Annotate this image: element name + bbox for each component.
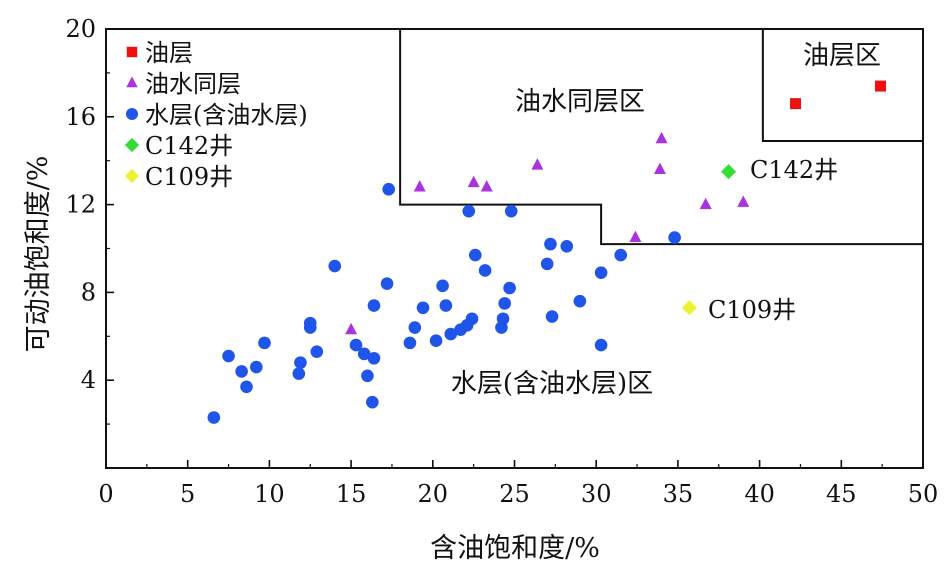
water-layer-point	[382, 182, 395, 196]
oil-water-layer-point	[699, 197, 712, 210]
water-layer-point	[367, 351, 381, 365]
water-layer-point	[416, 301, 430, 315]
y-tick-label: 20	[65, 15, 96, 43]
oil-water-layer-point	[629, 230, 642, 243]
water-layer-point	[250, 360, 263, 374]
water-layer-point	[429, 334, 443, 347]
x-tick-label: 5	[180, 480, 195, 508]
legend-marker	[126, 108, 138, 120]
x-tick-label: 40	[744, 480, 775, 508]
legend-label: C109井	[145, 163, 233, 191]
water-layer-point	[357, 347, 371, 361]
water-layer-point	[310, 345, 324, 358]
legend-marker	[126, 46, 138, 58]
water-layer-point	[573, 294, 587, 308]
oil-water-zone-outline	[399, 29, 923, 246]
oil-layer-point	[875, 80, 887, 92]
well-point	[721, 164, 737, 180]
water-layer-point	[668, 231, 681, 244]
x-axis-title: 含油饱和度/%	[430, 533, 600, 564]
legend-marker	[124, 168, 140, 184]
annotation-c142: C142井	[750, 156, 838, 184]
y-tick-label: 12	[65, 191, 96, 219]
oil-water-layer-point	[653, 162, 666, 174]
water-layer-point	[349, 338, 363, 352]
water-layer-point	[380, 277, 394, 290]
oil-zone-outline	[761, 29, 923, 142]
region-boundaries	[399, 29, 923, 246]
legend-label: 水层(含油水层)	[145, 101, 308, 129]
x-tick-label: 20	[418, 480, 449, 508]
water-layer-point	[235, 365, 248, 378]
water-layer-point	[403, 336, 417, 350]
legend-label: C142井	[145, 132, 233, 160]
legend-marker	[126, 76, 138, 88]
oil-water-layer-point	[480, 180, 493, 192]
water-layer-point	[465, 312, 479, 326]
legend-label: 油层	[145, 39, 193, 67]
x-tick-label: 30	[581, 480, 612, 508]
x-tick-label: 45	[826, 480, 857, 508]
data-points	[207, 80, 887, 424]
water-layer-point	[614, 248, 628, 262]
water-layer-point	[462, 204, 476, 218]
water-layer-point	[408, 321, 422, 334]
water-layer-point	[303, 321, 317, 334]
oil-water-layer-point	[413, 180, 426, 192]
water-layer-point	[540, 257, 554, 271]
water-layer-point	[328, 259, 342, 273]
y-tick-label: 8	[81, 278, 96, 306]
water-layer-point	[545, 310, 559, 323]
y-axis-ticks: 4 8 12 16 20	[65, 15, 114, 425]
legend-label: 油水同层	[145, 70, 241, 98]
water-layer-point	[294, 356, 307, 369]
water-layer-point	[478, 264, 492, 277]
x-tick-label: 35	[663, 480, 694, 508]
x-axis-ticks: 0 5 10 15 20 25 30 35 40 45 50	[98, 460, 938, 508]
oil-water-layer-point	[467, 175, 480, 188]
y-tick-label: 16	[65, 103, 96, 131]
water-layer-point	[504, 204, 518, 218]
water-layer-point	[207, 411, 221, 424]
water-layer-point	[361, 369, 374, 383]
well-point	[681, 300, 697, 316]
water-layer-point	[496, 312, 510, 326]
water-layer-point	[366, 395, 379, 409]
x-tick-label: 10	[254, 480, 285, 508]
annotation-c109: C109井	[708, 296, 796, 324]
oil-water-layer-point	[345, 322, 358, 335]
x-tick-label: 50	[908, 480, 939, 508]
water-layer-point	[222, 349, 235, 363]
water-layer-point	[468, 248, 482, 262]
oil-layer-point	[790, 98, 802, 110]
legend-marker	[124, 137, 140, 153]
water-layer-point	[439, 299, 453, 312]
y-axis-title: 可动油饱和度/%	[23, 156, 54, 353]
water-layer-point	[560, 240, 574, 253]
oil-water-layer-point	[655, 131, 668, 144]
oil-water-layer-point	[737, 195, 750, 207]
x-tick-label: 0	[98, 480, 113, 508]
water-layer-point	[544, 237, 557, 251]
water-layer-point	[258, 336, 271, 350]
region-label-oil-water: 油水同层区	[515, 87, 645, 117]
water-layer-point	[240, 380, 253, 394]
region-label-oil: 油层区	[803, 41, 881, 71]
x-tick-label: 15	[336, 480, 367, 508]
water-layer-point	[503, 281, 516, 295]
region-label-water: 水层(含油水层)区	[451, 369, 653, 399]
water-layer-point	[594, 266, 608, 279]
water-layer-point	[498, 297, 511, 310]
x-tick-label: 25	[499, 480, 530, 508]
water-layer-point	[367, 299, 381, 312]
y-tick-label: 4	[81, 366, 96, 394]
water-layer-point	[594, 338, 608, 352]
water-layer-point	[436, 279, 449, 293]
water-layer-point	[292, 367, 306, 380]
water-layer-point	[444, 327, 458, 341]
oil-water-layer-point	[531, 158, 544, 170]
